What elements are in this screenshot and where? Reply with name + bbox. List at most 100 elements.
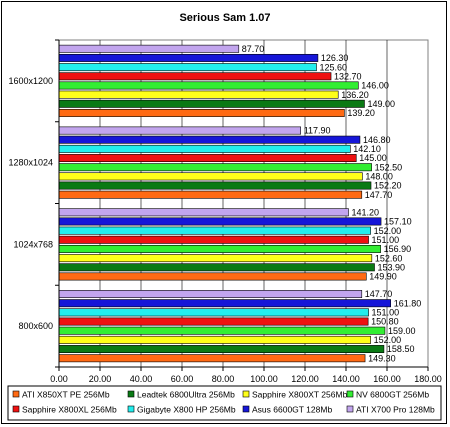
data-label: 157.10: [384, 217, 412, 227]
legend-box: [7, 385, 442, 421]
x-tick-label: 100.00: [250, 374, 278, 384]
legend-label: NV 6800GT 256Mb: [356, 390, 429, 400]
category-label: 1024x768: [13, 239, 53, 249]
bar: [58, 217, 382, 226]
data-label: 139.20: [347, 108, 375, 118]
bar: [58, 244, 381, 253]
data-label: 141.20: [351, 207, 379, 217]
data-label: 87.70: [242, 44, 265, 54]
data-label: 153.90: [377, 262, 405, 272]
legend-swatch: [127, 405, 135, 413]
data-label: 149.90: [369, 272, 397, 282]
data-label: 146.00: [361, 81, 389, 91]
x-tick-label: 40.00: [130, 374, 153, 384]
legend-label: Sapphire X800XL 256Mb: [22, 405, 117, 415]
legend-swatch: [346, 390, 354, 398]
data-label: 152.00: [374, 226, 402, 236]
bar: [58, 126, 301, 135]
bar: [58, 226, 371, 235]
data-label: 147.70: [365, 190, 393, 200]
bar: [58, 63, 317, 72]
bar: [58, 53, 319, 62]
data-label: 152.20: [374, 181, 402, 191]
bar: [58, 354, 366, 363]
bar: [58, 235, 369, 244]
data-label: 156.90: [384, 244, 412, 254]
data-label: 142.10: [353, 144, 381, 154]
bar: [58, 108, 345, 117]
legend-label: Asus 6600GT 128Mb: [252, 405, 332, 415]
category-label: 800x600: [18, 321, 53, 331]
bar: [58, 254, 373, 263]
bars: 139.20149.00136.20146.00132.70125.60126.…: [58, 44, 422, 363]
chart-title: Serious Sam 1.07: [179, 12, 270, 24]
bar: [58, 90, 339, 99]
bar: [58, 272, 367, 281]
legend: ATI X850XT PE 256Mb Leadtek 6800Ultra 256…: [7, 385, 442, 421]
data-label: 145.00: [359, 153, 387, 163]
bar: [58, 308, 369, 317]
bar: [58, 326, 386, 335]
legend-swatch: [242, 405, 250, 413]
bar: [58, 317, 369, 326]
x-tick-label: 0.00: [50, 374, 68, 384]
bar: [58, 135, 361, 144]
legend-swatch: [127, 390, 135, 398]
data-label: 152.50: [375, 162, 403, 172]
bar: [58, 345, 385, 354]
data-label: 152.60: [375, 253, 403, 263]
bar: [58, 72, 332, 81]
x-tick-label: 180.00: [414, 374, 442, 384]
data-label: 148.00: [365, 172, 393, 182]
data-label: 159.00: [388, 326, 416, 336]
legend-label: Sapphire X800XT 256Mb: [252, 390, 348, 400]
data-label: 125.60: [319, 62, 347, 72]
bar: [58, 81, 359, 90]
bar: [58, 44, 240, 53]
x-tick-label: 160.00: [373, 374, 401, 384]
data-label: 158.50: [387, 344, 415, 354]
data-label: 126.30: [321, 53, 349, 63]
bar: [58, 181, 372, 190]
bar: [58, 99, 365, 108]
x-tick-label: 20.00: [89, 374, 112, 384]
bar: [58, 208, 349, 217]
data-label: 151.00: [372, 235, 400, 245]
data-label: 152.00: [374, 335, 402, 345]
bar: [58, 290, 363, 299]
category-label: 1600x1200: [8, 76, 53, 86]
legend-label: Gigabyte X800 HP 256Mb: [137, 405, 236, 415]
legend-label: Leadtek 6800Ultra 256Mb: [137, 390, 235, 400]
data-label: 149.30: [368, 353, 396, 363]
x-tick-label: 80.00: [212, 374, 235, 384]
data-label: 147.70: [365, 289, 393, 299]
bar: [58, 163, 372, 172]
legend-swatch: [346, 405, 354, 413]
bar: [58, 154, 357, 163]
data-label: 149.00: [367, 99, 395, 109]
legend-swatch: [242, 390, 250, 398]
axes: 0.00 20.00 40.00 60.00 80.00 100.00 120.00 140.…: [8, 39, 442, 384]
data-label: 117.90: [304, 126, 331, 136]
data-label: 132.70: [334, 71, 362, 81]
x-tick-label: 60.00: [171, 374, 194, 384]
bar: [58, 172, 363, 181]
bar: [58, 335, 371, 344]
category-label: 1280x1024: [8, 158, 53, 168]
data-label: 151.00: [372, 308, 400, 318]
data-label: 161.80: [394, 298, 422, 308]
bar: [58, 190, 363, 199]
x-tick-label: 140.00: [332, 374, 360, 384]
data-label: 150.80: [371, 317, 399, 327]
legend-label: ATI X850XT PE 256Mb: [22, 390, 110, 400]
data-label: 136.20: [341, 90, 369, 100]
bar: [58, 144, 351, 153]
legend-swatch: [12, 405, 20, 413]
bar: [58, 299, 391, 308]
x-tick-label: 120.00: [291, 374, 319, 384]
bar: [58, 263, 375, 272]
legend-label: ATI X700 Pro 128Mb: [356, 405, 435, 415]
legend-swatch: [12, 390, 20, 398]
data-label: 146.80: [363, 135, 391, 145]
